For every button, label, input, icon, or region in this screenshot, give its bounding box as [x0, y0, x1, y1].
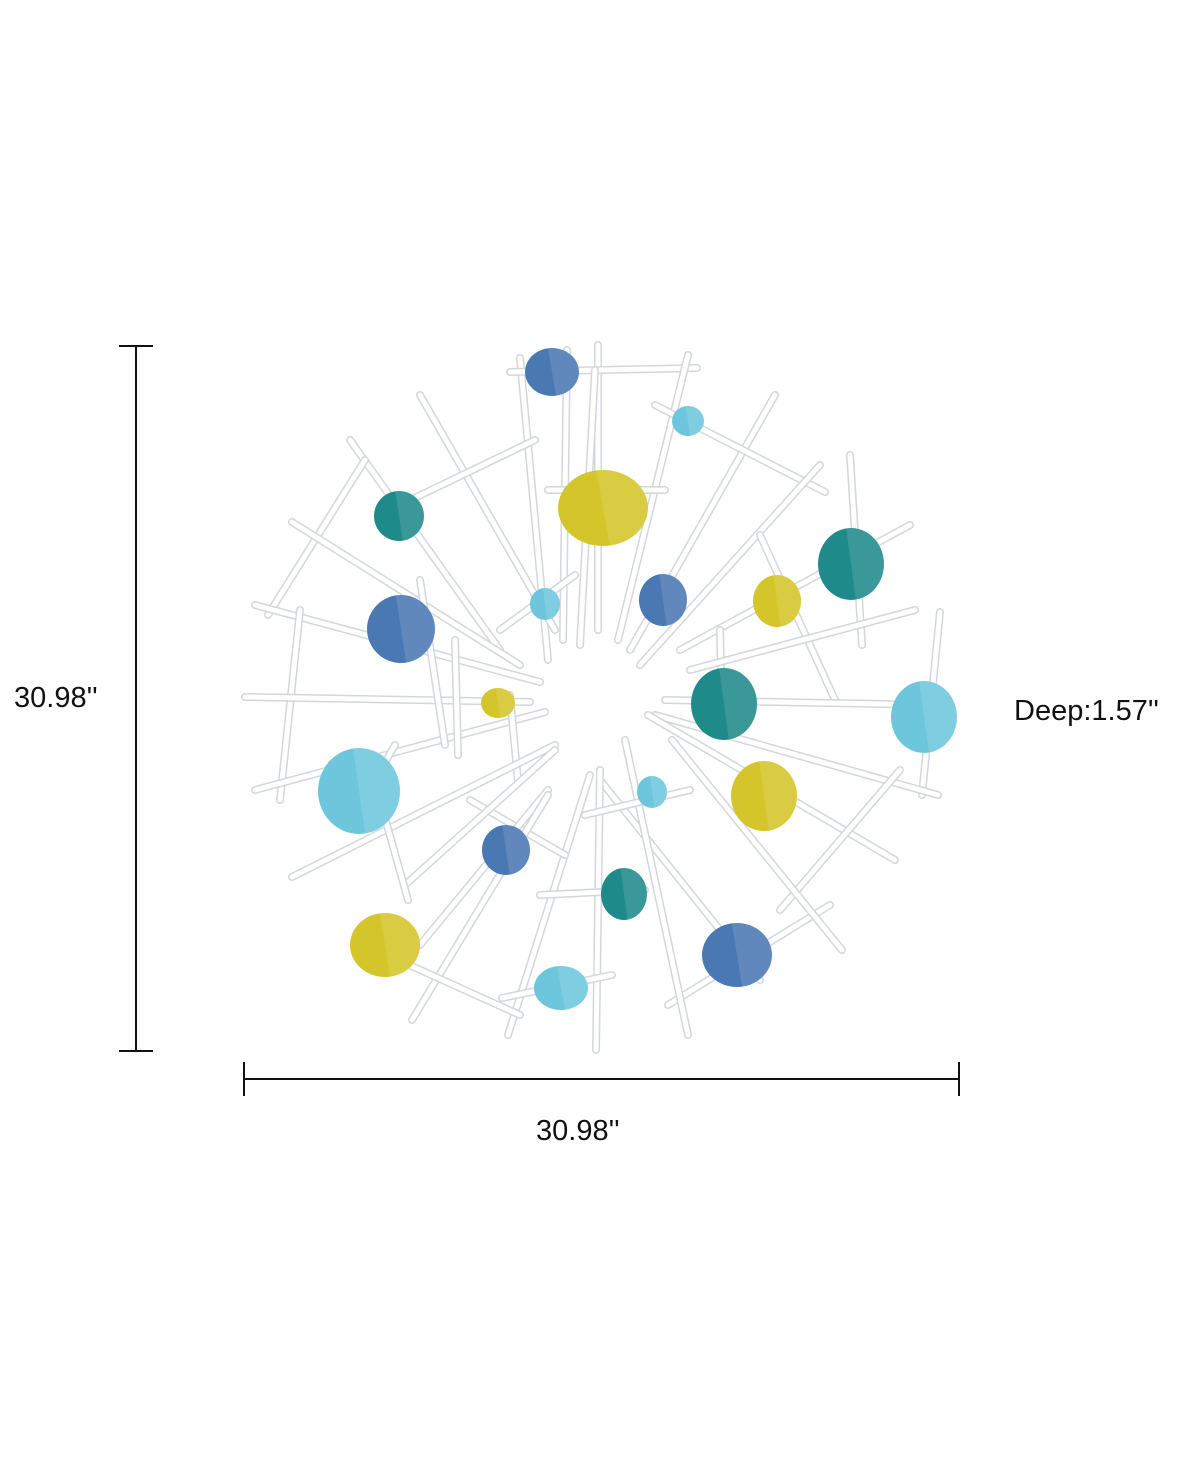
disc-face: [672, 406, 704, 436]
disc-face: [481, 688, 515, 718]
disc-face: [637, 776, 667, 808]
rod: [687, 607, 918, 673]
disc-yellow: [731, 760, 798, 831]
disc-teal: [374, 490, 425, 541]
disc-shade: [379, 912, 421, 977]
disc-face: [891, 681, 957, 753]
disc-sky-blue: [891, 680, 958, 753]
disc-face: [367, 595, 435, 663]
disc-sky-blue: [530, 587, 561, 620]
disc-face: [318, 748, 400, 834]
disc-sky-blue: [637, 775, 668, 808]
rod: [397, 437, 538, 508]
disc-navy-blue: [639, 573, 688, 626]
rod: [452, 637, 461, 758]
disc-shade: [395, 594, 436, 663]
rod: [757, 532, 838, 703]
rod: [417, 787, 551, 948]
disc-face: [691, 668, 757, 740]
wall-art-discs: [318, 347, 958, 1010]
rod: [289, 742, 558, 880]
disc-yellow: [753, 574, 802, 627]
height-label: 30.98'': [14, 682, 98, 714]
disc-shade: [495, 687, 516, 718]
rod: [582, 787, 693, 818]
width-label: 30.98'': [536, 1115, 620, 1147]
disc-shade: [731, 922, 773, 987]
rod: [289, 519, 523, 668]
disc-teal: [601, 867, 648, 920]
disc-navy-blue: [525, 347, 580, 396]
disc-navy-blue: [367, 594, 436, 663]
disc-shade: [759, 760, 798, 831]
rod: [402, 747, 558, 888]
rod: [669, 737, 845, 953]
rod: [615, 352, 691, 643]
disc-shade: [596, 469, 649, 546]
disc-teal: [818, 527, 885, 600]
disc-face: [601, 868, 647, 920]
rod: [409, 792, 551, 1023]
disc-shade: [547, 347, 580, 396]
disc-shade: [556, 965, 589, 1010]
disc-navy-blue: [482, 824, 531, 875]
rod: [637, 462, 823, 668]
disc-sky-blue: [534, 965, 589, 1010]
disc-shade: [773, 574, 802, 627]
disc-face: [639, 574, 687, 626]
disc-face: [702, 923, 772, 987]
disc-face: [818, 528, 884, 600]
disc-shade: [846, 527, 885, 600]
disc-face: [350, 913, 420, 977]
disc-shade: [649, 775, 668, 808]
rod: [622, 737, 691, 1038]
disc-face: [558, 470, 648, 546]
disc-face: [753, 575, 801, 627]
disc-face: [530, 588, 560, 620]
disc-face: [374, 491, 424, 541]
disc-yellow: [481, 687, 516, 718]
rod: [593, 767, 603, 1053]
disc-shade: [395, 490, 425, 541]
disc-navy-blue: [702, 922, 773, 987]
dimension-lines: [119, 345, 960, 1096]
disc-shade: [659, 573, 688, 626]
disc-teal: [691, 667, 758, 740]
disc-yellow: [350, 912, 421, 977]
disc-shade: [502, 824, 531, 875]
disc-shade: [719, 667, 758, 740]
disc-sky-blue: [318, 747, 401, 834]
rod: [347, 437, 503, 653]
disc-face: [534, 966, 588, 1010]
disc-shade: [919, 680, 958, 753]
disc-face: [731, 761, 797, 831]
disc-sky-blue: [672, 405, 705, 436]
disc-face: [482, 825, 530, 875]
disc-shade: [352, 747, 401, 834]
rod: [277, 607, 303, 803]
rod: [777, 767, 903, 913]
rod: [417, 392, 558, 633]
wall-art-rods: [241, 341, 944, 1054]
rod: [252, 709, 548, 793]
disc-shade: [620, 867, 648, 920]
disc-yellow: [558, 469, 649, 546]
disc-shade: [685, 405, 705, 436]
depth-label: Deep:1.57'': [1014, 695, 1159, 727]
disc-face: [525, 348, 579, 396]
disc-shade: [542, 587, 561, 620]
